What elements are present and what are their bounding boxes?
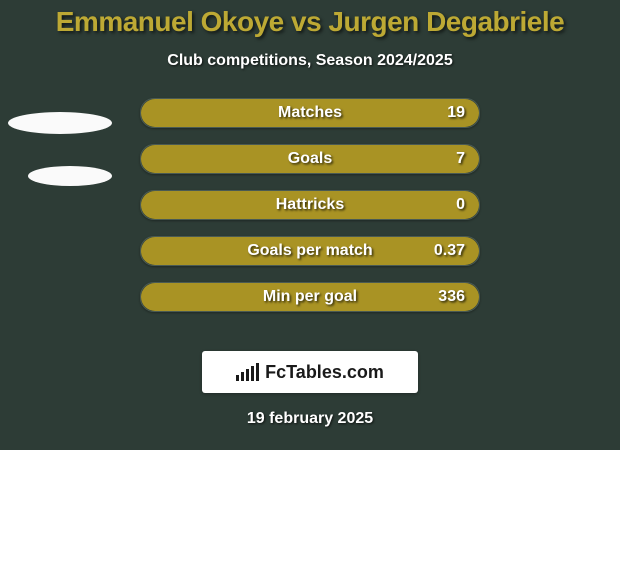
stat-bar: Min per goal336 — [140, 282, 480, 312]
branding-pill[interactable]: FcTables.com — [202, 351, 418, 393]
branding-bar-icon-segment — [256, 363, 259, 381]
stat-bar-value: 19 — [447, 99, 465, 127]
page-title: Emmanuel Okoye vs Jurgen Degabriele — [0, 0, 620, 38]
stat-bar-value: 336 — [438, 283, 465, 311]
stat-bar-value: 0.37 — [434, 237, 465, 265]
branding-bars-icon — [236, 363, 259, 381]
stat-bar-label: Goals — [141, 145, 479, 173]
branding-text: FcTables.com — [265, 362, 384, 383]
subtitle: Club competitions, Season 2024/2025 — [0, 52, 620, 70]
stat-bar-label: Min per goal — [141, 283, 479, 311]
stat-bar: Matches19 — [140, 98, 480, 128]
stat-bar: Goals per match0.37 — [140, 236, 480, 266]
stat-bars: Matches19 Goals7 Hattricks0 Goals per match… — [140, 98, 480, 328]
branding-bar-icon-segment — [251, 366, 254, 381]
branding-bar-icon-segment — [246, 369, 249, 381]
left-oval-1 — [8, 112, 112, 134]
stat-bar-value: 0 — [456, 191, 465, 219]
footer-date: 19 february 2025 — [0, 410, 620, 428]
branding-bar-icon-segment — [241, 372, 244, 381]
branding-bar-icon-segment — [236, 375, 239, 381]
comparison-card: Emmanuel Okoye vs Jurgen Degabriele Club… — [0, 0, 620, 450]
stat-bar-label: Matches — [141, 99, 479, 127]
stat-bar-label: Hattricks — [141, 191, 479, 219]
stat-bar-label: Goals per match — [141, 237, 479, 265]
stat-bar-value: 7 — [456, 145, 465, 173]
stat-bar: Hattricks0 — [140, 190, 480, 220]
stat-bar: Goals7 — [140, 144, 480, 174]
left-oval-2 — [28, 166, 112, 186]
